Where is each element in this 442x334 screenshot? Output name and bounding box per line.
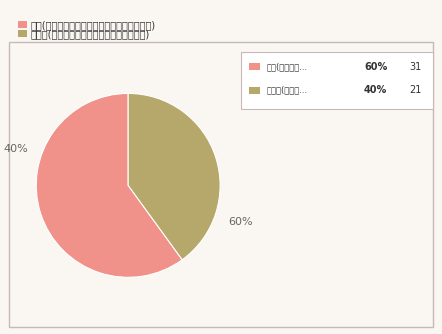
Wedge shape (128, 94, 220, 260)
FancyBboxPatch shape (18, 30, 27, 37)
Text: 若髦(髦型のカステラ生地で求肥を包んだもの): 若髦(髦型のカステラ生地で求肥を包んだもの) (30, 20, 155, 30)
Text: 60%: 60% (364, 62, 387, 72)
Text: 若髦(髦型のカ...: 若髦(髦型のカ... (267, 62, 308, 71)
Text: 水無月(三角の...: 水無月(三角の... (267, 86, 308, 95)
Text: 60%: 60% (228, 217, 252, 227)
Text: 40%: 40% (364, 85, 387, 95)
Wedge shape (36, 94, 182, 277)
FancyBboxPatch shape (241, 52, 433, 109)
FancyBboxPatch shape (9, 42, 433, 327)
FancyBboxPatch shape (249, 63, 260, 70)
Text: 40%: 40% (4, 144, 29, 154)
Text: 水無月(三角のういろうに小豆がのったもの): 水無月(三角のういろうに小豆がのったもの) (30, 29, 149, 39)
FancyBboxPatch shape (18, 21, 27, 28)
Text: 21: 21 (409, 85, 422, 95)
FancyBboxPatch shape (249, 87, 260, 94)
Text: 31: 31 (409, 62, 422, 72)
